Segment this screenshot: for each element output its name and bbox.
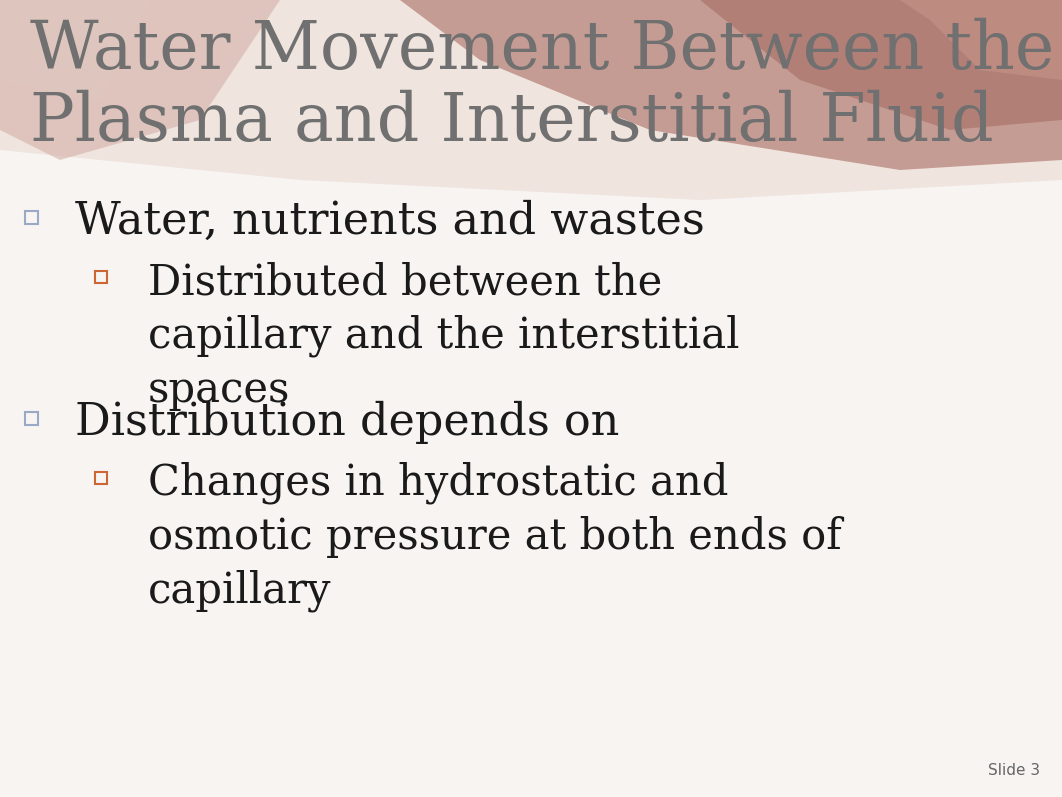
Text: Water, nutrients and wastes: Water, nutrients and wastes: [75, 200, 705, 243]
Polygon shape: [0, 0, 280, 160]
Text: Slide 3: Slide 3: [988, 763, 1040, 778]
Polygon shape: [0, 0, 1062, 200]
Polygon shape: [900, 0, 1062, 80]
Bar: [95, 472, 107, 484]
Polygon shape: [700, 0, 1062, 130]
Polygon shape: [0, 0, 150, 100]
Bar: [25, 411, 38, 425]
Text: Distribution depends on: Distribution depends on: [75, 401, 619, 444]
Bar: [25, 210, 38, 224]
Text: Plasma and Interstitial Fluid: Plasma and Interstitial Fluid: [30, 90, 994, 155]
Text: Distributed between the
capillary and the interstitial
spaces: Distributed between the capillary and th…: [148, 261, 739, 410]
Text: Changes in hydrostatic and
osmotic pressure at both ends of
capillary: Changes in hydrostatic and osmotic press…: [148, 462, 841, 612]
Polygon shape: [400, 0, 1062, 170]
Bar: [95, 271, 107, 283]
Text: Water Movement Between the: Water Movement Between the: [30, 18, 1055, 83]
